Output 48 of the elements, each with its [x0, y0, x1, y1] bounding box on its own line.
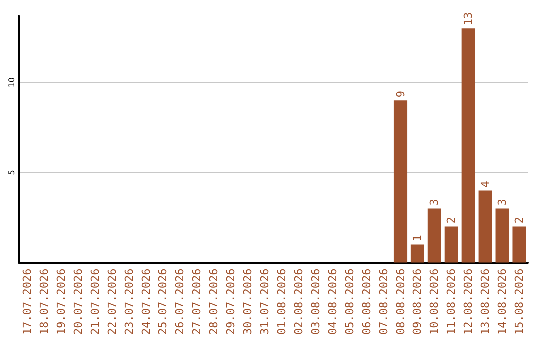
x-tick-label: 25.07.2026 — [156, 268, 170, 336]
data-label: 2 — [445, 217, 458, 224]
x-tick-label: 30.07.2026 — [242, 268, 255, 336]
bar — [512, 226, 526, 263]
x-tick-label: 01.08.2026 — [275, 268, 288, 336]
x-tick-label: 12.08.2026 — [462, 268, 476, 336]
bar — [428, 208, 442, 263]
x-tick-label: 11.08.2026 — [445, 268, 458, 336]
x-tick-label: 06.08.2026 — [360, 268, 374, 336]
x-tick-label: 21.07.2026 — [88, 268, 102, 336]
x-tick-label: 31.07.2026 — [258, 268, 272, 336]
x-tick-label: 18.07.2026 — [38, 268, 51, 336]
x-tick-label: 20.07.2026 — [72, 268, 85, 336]
x-tick-label: 27.07.2026 — [190, 268, 204, 336]
x-tick-label: 26.07.2026 — [174, 268, 187, 336]
x-tick-label: 28.07.2026 — [208, 268, 221, 336]
x-tick-label: 24.07.2026 — [140, 268, 153, 336]
bar — [444, 226, 458, 263]
data-label: 9 — [394, 91, 408, 98]
data-label: 3 — [496, 199, 510, 206]
data-label: 4 — [479, 180, 492, 188]
data-label: 1 — [411, 235, 424, 242]
data-label: 13 — [462, 12, 476, 26]
x-tick-label: 14.08.2026 — [496, 268, 510, 336]
x-tick-label: 13.08.2026 — [479, 268, 492, 336]
data-label: 3 — [428, 199, 442, 206]
x-tick-label: 22.07.2026 — [106, 268, 119, 336]
bar — [394, 100, 408, 263]
x-tick-label: 02.08.2026 — [292, 268, 306, 336]
bar — [478, 190, 492, 263]
data-label: 2 — [513, 217, 526, 224]
x-tick-label: 10.08.2026 — [428, 268, 442, 336]
y-tick-label: 10 — [8, 78, 16, 88]
x-tick-label: 23.07.2026 — [122, 268, 136, 336]
x-tick-label: 19.07.2026 — [54, 268, 68, 336]
x-tick-label: 17.07.2026 — [20, 268, 34, 336]
x-tick-label: 08.08.2026 — [394, 268, 408, 336]
x-tick-label: 03.08.2026 — [309, 268, 322, 336]
x-tick-label: 04.08.2026 — [326, 268, 340, 336]
x-tick-label: 05.08.2026 — [343, 268, 356, 336]
bar — [410, 244, 425, 263]
x-tick-label: 15.08.2026 — [513, 268, 526, 336]
x-tick-label: 09.08.2026 — [411, 268, 424, 336]
x-tick-label: 07.08.2026 — [377, 268, 390, 336]
bar — [496, 208, 510, 263]
y-tick-label: 5 — [8, 170, 16, 176]
bar — [462, 28, 476, 263]
x-tick-label: 29.07.2026 — [224, 268, 238, 336]
